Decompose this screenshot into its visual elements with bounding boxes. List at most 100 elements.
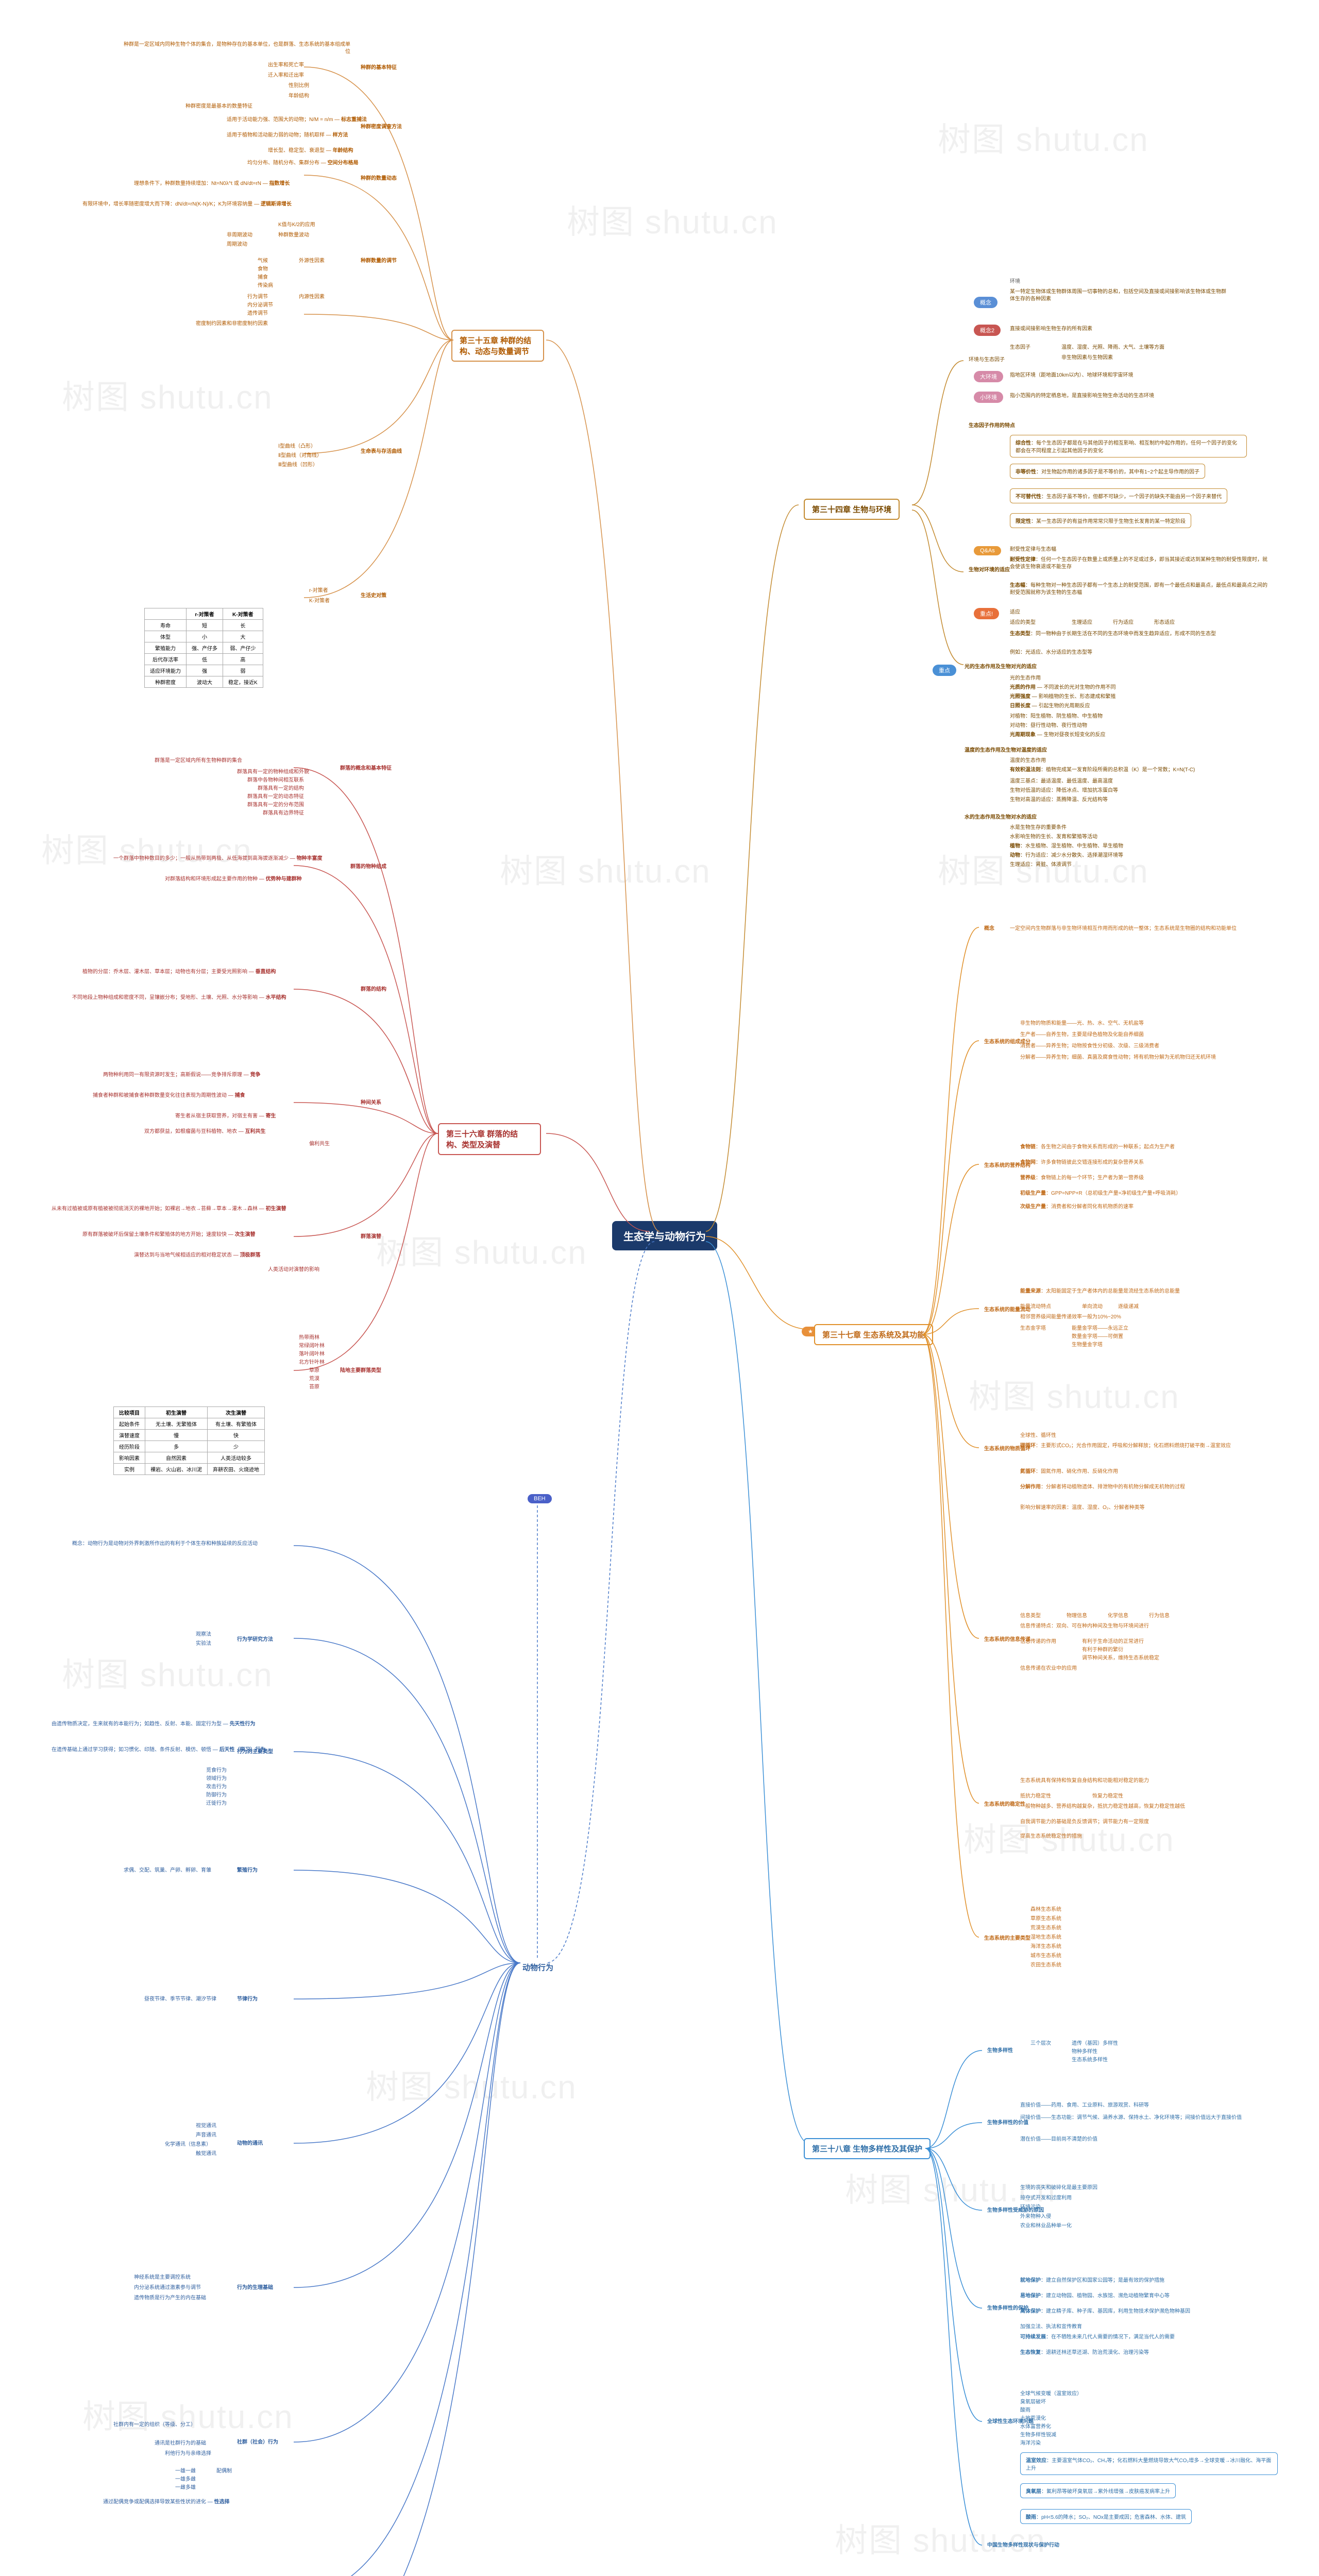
ch37-tt4: 湿地生态系统 [1030, 1934, 1061, 1941]
ch37-p2: 数量金字塔——可倒置 [1072, 1333, 1123, 1341]
ch37-types: 生态系统的主要类型 [984, 1935, 1030, 1942]
pill-concept2: 概念2 [974, 325, 1001, 336]
ch34-t2: 行为适应 [1113, 619, 1134, 626]
ch37-concept: 概念 [984, 925, 994, 933]
ch38-l1: 遗传（基因）多样性 [1072, 2040, 1118, 2047]
beh-rhsub: 昼夜节律、季节节律、潮汐节律 [144, 1996, 216, 2003]
ch35-ext3: 捕食 [258, 274, 268, 281]
ch37-tt7: 农田生态系统 [1030, 1962, 1061, 1969]
ch34-adapt-ex: 例如：光适应、水分适应的生态型等 [1010, 649, 1092, 656]
ch34-anit: 对动物：昼行性动物、夜行性动物 [1010, 722, 1087, 730]
ch35-quad: 适用于植物和活动能力弱的动物；随机取样 — 样方法 [227, 132, 348, 139]
ch34-bigenv: 指地区环境（距地面10km以内）、地球环境和宇宙环境 [1010, 372, 1133, 379]
ch35-life: 生命表与存活曲线 [361, 448, 402, 455]
ch37-tt1: 森林生态系统 [1030, 1906, 1061, 1913]
ch37-esrc: 能量来源：太阳能固定于生产者体内的总能量是流经生态系统的总能量 [1020, 1288, 1180, 1295]
beh-attack: 攻击行为 [206, 1784, 227, 1791]
ch35-ls: 生活史对策 [361, 592, 386, 600]
watermark: 树图 shutu.cn [835, 2514, 1046, 2562]
ch36-sp: 群落的物种组成 [350, 863, 386, 871]
ch37-if1: 有利于生命活动的正常进行 [1082, 1638, 1144, 1646]
ch34-tol-law: 耐受性定律：任何一个生态因子在数量上或质量上的不足或过多，即当其接近或达到某种生… [1010, 556, 1267, 571]
pill-light: 重点 [933, 665, 956, 676]
ch36-c1: 群落是一定区域内所有生物种群的集合 [155, 757, 242, 765]
ch37-p3: 生物量金字塔 [1072, 1342, 1103, 1349]
pill-concept: 概念 [974, 297, 997, 308]
ch35-int3: 遗传调节 [247, 310, 268, 317]
ch36-mut: 双方都获益，如根瘤菌与豆科植物、地衣 — 互利共生 [144, 1128, 266, 1136]
ch35-kk: K-对策者 [309, 598, 330, 605]
ch37-sdef: 生态系统具有保持和恢复自身结构和功能相对稳定的能力 [1020, 1777, 1149, 1785]
ch37-ef2: 逐级递减 [1118, 1303, 1139, 1311]
beh-pill: BEH [528, 1494, 552, 1503]
ch34-tri: 温度三基点：最适温度、最低温度、最高温度 [1010, 778, 1113, 785]
ch36-inter: 种间关系 [361, 1099, 381, 1107]
ch35-log: 有限环境中，增长率随密度增大而下降：dN/dt=rN(K-N)/K；K为环境容纳… [82, 201, 292, 208]
ch38-th2: 掠夺式开发和过度利用 [1020, 2195, 1072, 2202]
ch36-t2: 常绿阔叶林 [299, 1343, 325, 1350]
ch35-int: 内源性因素 [299, 294, 325, 301]
ch35-struct: 种群的基本特征 [361, 64, 397, 72]
beh-comm: 动物的通讯 [237, 2140, 263, 2147]
ch38-v2: 间接价值——生态功能：调节气候、涵养水源、保持水土、净化环境等；间接价值远大于直… [1020, 2114, 1242, 2122]
ch36-c6: 群落具有一定的分布范围 [247, 802, 304, 809]
ch34-wa2: 生理适应：肾脏、体液调节 [1010, 861, 1072, 869]
ch38-g4: 土地荒漠化 [1020, 2415, 1046, 2422]
ch34-smallenv: 指小范围内的特定栖息地，是直接影响生物生命活动的生态环境 [1010, 393, 1154, 400]
ch36-comp: 两物种利用同一有限资源时发生；高斯假说——竞争排斥原理 — 竞争 [103, 1072, 261, 1079]
chapter-38: 第三十八章 生物多样性及其保护 [804, 2138, 931, 2159]
ch37-ef1: 单向流动 [1082, 1303, 1103, 1311]
ch37-humst: 提高生态系统稳定性的措施 [1020, 1833, 1082, 1840]
beh-def: 防御行为 [206, 1792, 227, 1799]
ch34-lawhead: 生态因子作用的特点 [969, 422, 1015, 430]
beh-cm2: 声音通讯 [196, 2132, 216, 2139]
ch34-tol-title: 耐受性定律与生态幅 [1010, 546, 1056, 553]
ch36-t4: 北方针叶林 [299, 1359, 325, 1366]
beh-cm3: 化学通讯（信息素） [165, 2141, 211, 2148]
ch36-c4: 群落具有一定的结构 [258, 785, 304, 792]
watermark: 树图 shutu.cn [62, 1649, 273, 1696]
ch36-hori: 不同地段上物种组成和密度不同，呈镶嵌分布；受地形、土壤、光照、水分等影响 — 水… [72, 994, 286, 1002]
beh-in: 由遗传物质决定，生来就有的本能行为；如趋性、反射、本能、固定行为型 — 先天性行… [52, 1721, 256, 1728]
ch37-gpp: 初级生产量：GPP=NPP+R（总初级生产量=净初级生产量+呼吸消耗） [1020, 1190, 1181, 1197]
ch35-l3: Ⅲ型曲线（凹形） [278, 462, 318, 469]
ch37-efeat: 能量流动特点 [1020, 1303, 1051, 1311]
beh-b1: 神经系统是主要调控系统 [134, 2274, 191, 2281]
ch38-l2: 物种多样性 [1072, 2048, 1097, 2056]
ch35-dyn: 种群的数量动态 [361, 175, 397, 182]
ch36-concept: 群落的概念和基本特征 [340, 765, 392, 772]
ch35-dd: 密度制约因素和非密度制约因素 [196, 320, 268, 328]
beh-le: 在遗传基础上通过学习获得；如习惯化、印随、条件反射、模仿、顿悟 — 后天性（学习… [52, 1747, 266, 1754]
ch35-s2: 迁入率和迁出率 [268, 72, 304, 79]
ch34-lp: 日照长度 — 引起生物的光周期反应 [1010, 703, 1090, 710]
beh-title: 动物行为 [515, 1958, 561, 1977]
ch34-light: 光的生态作用及生物对光的适应 [965, 664, 1037, 671]
ch34-ecotype: 生态类型：同一物种由于长期生活在不同的生态环境中而发生趋异适应，形成不同的生态型 [1010, 631, 1216, 638]
ch35-f1: 非周期波动 [227, 232, 252, 239]
ch34-w1: 水是生物生存的重要条件 [1010, 824, 1067, 832]
ch37-chain: 食物链：各生物之间由于食物关系而形成的一种联系；起点为生产者 [1020, 1144, 1175, 1151]
ch37-srel: 一般物种越多、营养结构越复杂，抵抗力稳定性越高，恢复力稳定性越低 [1020, 1803, 1185, 1810]
beh-rhythm: 节律行为 [237, 1996, 258, 2003]
ch38-p4: 加强立法、执法和宣传教育 [1020, 2324, 1082, 2331]
ch37-c2: 生产者——自养生物，主要是绿色植物及化能自养细菌 [1020, 1031, 1144, 1039]
ch35-mark: 适用于活动能力强、范围大的动物；N/M = n/m — 标志重捕法 [227, 116, 367, 124]
beh-b3: 遗传物质是行为产生的内在基础 [134, 2295, 206, 2302]
ch34-law3: 不可替代性：生态因子虽不等价，但都不可缺少，一个因子的缺失不能由另一个因子来替代 [1010, 488, 1227, 503]
ch38-th1: 生境的丧失和破碎化是最主要原因 [1020, 2184, 1097, 2192]
ch34-env-main: 环境与生态因子 [969, 357, 1005, 364]
ch36-t7: 苔原 [309, 1384, 319, 1391]
ch37-c1: 非生物的物质和能量——光、热、水、空气、无机盐等 [1020, 1020, 1144, 1027]
beh-mate: 配偶制 [216, 2468, 232, 2475]
ch37-sreason: 自我调节能力的基础是负反馈调节；调节能力有一定限度 [1020, 1819, 1149, 1826]
ch36-hum: 人类活动对演替的影响 [268, 1266, 319, 1274]
beh-r2: 实验法 [196, 1640, 211, 1648]
ch36-neu: 偏利共生 [309, 1141, 330, 1148]
ch34-plantt: 对植物：阳生植物、阴生植物、中生植物 [1010, 713, 1103, 720]
ch38-p3: 离体保护：建立精子库、种子库、基因库，利用生物技术保护濒危物种基因 [1020, 2308, 1190, 2315]
ch36-c7: 群落具有边界特征 [263, 810, 304, 817]
ch37-dec: 分解作用：分解者将动植物遗体、排泄物中的有机物分解成无机物的过程 [1020, 1484, 1185, 1491]
ch34-env-text: 环境 [1010, 278, 1020, 285]
ch35-s0: 种群是一定区域内同种生物个体的集合，是物种存在的基本单位，也是群落、生态系统的基… [124, 41, 350, 56]
beh-cm1: 视觉通讯 [196, 2123, 216, 2130]
